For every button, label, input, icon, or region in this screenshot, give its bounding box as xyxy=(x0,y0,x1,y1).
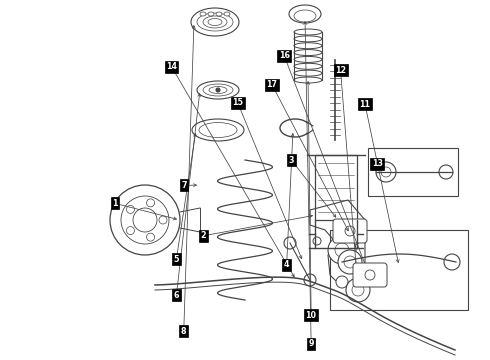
Circle shape xyxy=(147,233,154,241)
Circle shape xyxy=(313,237,321,245)
Circle shape xyxy=(444,254,460,270)
Ellipse shape xyxy=(192,119,244,141)
Circle shape xyxy=(439,165,453,179)
Circle shape xyxy=(381,167,391,177)
Circle shape xyxy=(147,199,154,207)
Text: 10: 10 xyxy=(306,310,317,320)
Circle shape xyxy=(126,206,134,213)
Text: 7: 7 xyxy=(181,181,187,190)
Circle shape xyxy=(328,236,356,264)
Circle shape xyxy=(126,226,134,235)
Ellipse shape xyxy=(191,8,239,36)
FancyBboxPatch shape xyxy=(333,219,367,243)
Circle shape xyxy=(159,216,167,224)
Bar xyxy=(368,148,458,196)
Bar xyxy=(315,155,357,220)
Circle shape xyxy=(133,208,157,232)
Circle shape xyxy=(304,274,316,286)
Text: 8: 8 xyxy=(181,327,187,336)
Circle shape xyxy=(345,226,355,236)
Bar xyxy=(330,230,468,310)
Text: 13: 13 xyxy=(372,159,383,168)
Ellipse shape xyxy=(224,12,230,16)
Ellipse shape xyxy=(197,81,239,99)
Ellipse shape xyxy=(289,5,321,23)
Circle shape xyxy=(344,256,356,268)
Circle shape xyxy=(376,162,396,182)
Circle shape xyxy=(352,284,364,296)
FancyBboxPatch shape xyxy=(353,263,387,287)
Ellipse shape xyxy=(208,12,214,16)
Text: 17: 17 xyxy=(267,80,277,89)
Circle shape xyxy=(338,250,362,274)
Circle shape xyxy=(121,196,169,244)
Circle shape xyxy=(216,88,220,92)
Text: 6: 6 xyxy=(173,291,179,300)
Ellipse shape xyxy=(216,12,222,16)
Text: 16: 16 xyxy=(279,51,290,60)
Text: 3: 3 xyxy=(289,156,294,165)
Text: 12: 12 xyxy=(335,66,346,75)
Text: 1: 1 xyxy=(112,199,118,208)
Circle shape xyxy=(335,243,349,257)
Circle shape xyxy=(336,276,348,288)
Circle shape xyxy=(346,278,370,302)
Text: 2: 2 xyxy=(200,231,206,240)
Circle shape xyxy=(284,237,296,249)
Ellipse shape xyxy=(200,12,206,16)
Text: 9: 9 xyxy=(308,339,314,348)
Text: 4: 4 xyxy=(284,260,290,269)
Text: 14: 14 xyxy=(166,62,177,71)
Circle shape xyxy=(351,237,359,245)
Text: 5: 5 xyxy=(173,255,179,264)
Circle shape xyxy=(365,270,375,280)
Circle shape xyxy=(110,185,180,255)
Text: 11: 11 xyxy=(360,100,370,109)
Text: 15: 15 xyxy=(232,98,243,107)
